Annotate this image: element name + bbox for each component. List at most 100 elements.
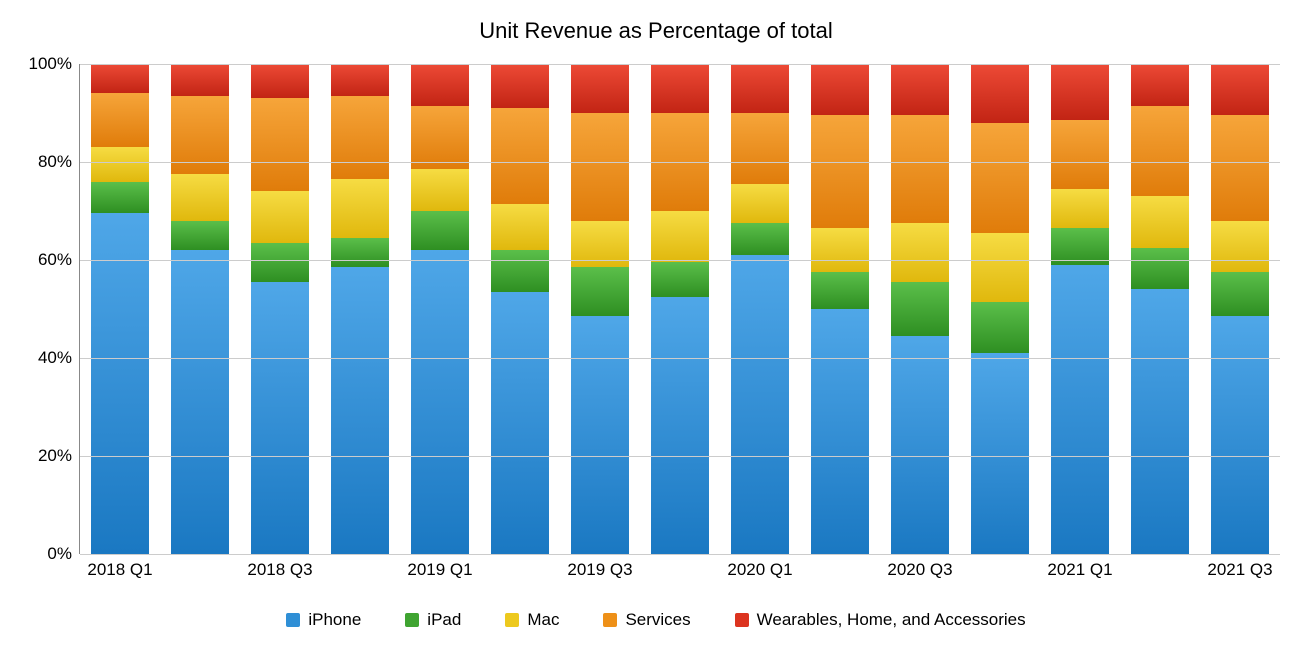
bar-segment xyxy=(971,123,1029,233)
bar-segment xyxy=(411,169,469,211)
legend: iPhone iPad Mac Services Wearables, Home, an… xyxy=(0,610,1312,630)
bar-segment xyxy=(1211,64,1269,115)
chart-container: Unit Revenue as Percentage of total 0%20… xyxy=(0,0,1312,655)
bar xyxy=(491,64,549,554)
bar-slot xyxy=(960,64,1040,554)
x-tick-label: 2019 Q1 xyxy=(407,554,472,580)
bar-segment xyxy=(1051,189,1109,228)
legend-item: iPhone xyxy=(286,610,361,630)
bar xyxy=(651,64,709,554)
bar-segment xyxy=(171,64,229,96)
bar-slot xyxy=(800,64,880,554)
grid-line xyxy=(80,260,1280,261)
bar xyxy=(811,64,869,554)
legend-item: Mac xyxy=(505,610,559,630)
bar-segment xyxy=(91,182,149,214)
bar-segment xyxy=(811,115,869,228)
bar-segment xyxy=(1131,289,1189,554)
bar-segment xyxy=(1211,316,1269,554)
bar-segment xyxy=(1051,265,1109,554)
bar-segment xyxy=(811,309,869,554)
bars-layer xyxy=(80,64,1280,554)
bar-slot xyxy=(560,64,640,554)
bar-segment xyxy=(891,336,949,554)
legend-item: iPad xyxy=(405,610,461,630)
bar-segment xyxy=(411,64,469,106)
bar-segment xyxy=(491,108,549,204)
x-tick-label: 2020 Q3 xyxy=(887,554,952,580)
bar-segment xyxy=(91,93,149,147)
bar-segment xyxy=(731,184,789,223)
bar-segment xyxy=(251,98,309,191)
bar-slot xyxy=(240,64,320,554)
legend-swatch xyxy=(735,613,749,627)
bar-segment xyxy=(971,233,1029,302)
bar xyxy=(331,64,389,554)
bar-segment xyxy=(1211,221,1269,272)
bar-segment xyxy=(891,64,949,115)
bar-segment xyxy=(971,353,1029,554)
bar-segment xyxy=(651,262,709,296)
x-tick-label: 2018 Q1 xyxy=(87,554,152,580)
bar-segment xyxy=(1131,64,1189,106)
legend-swatch xyxy=(405,613,419,627)
bar xyxy=(91,64,149,554)
bar xyxy=(891,64,949,554)
bar-segment xyxy=(491,204,549,251)
bar-segment xyxy=(811,228,869,272)
bar xyxy=(1051,64,1109,554)
bar-slot xyxy=(1040,64,1120,554)
bar-segment xyxy=(1131,248,1189,290)
bar-slot xyxy=(1200,64,1280,554)
bar-segment xyxy=(251,282,309,554)
y-tick-label: 20% xyxy=(38,446,80,466)
bar-segment xyxy=(651,64,709,113)
bar-segment xyxy=(1131,106,1189,197)
bar-slot xyxy=(1120,64,1200,554)
bar-segment xyxy=(891,223,949,282)
bar-segment xyxy=(571,64,629,113)
x-tick-label: 2020 Q1 xyxy=(727,554,792,580)
y-tick-label: 0% xyxy=(47,544,80,564)
bar xyxy=(411,64,469,554)
bar-segment xyxy=(731,223,789,255)
bar-segment xyxy=(91,147,149,181)
bar xyxy=(731,64,789,554)
bar-slot xyxy=(160,64,240,554)
bar-segment xyxy=(1051,120,1109,189)
bar-slot xyxy=(880,64,960,554)
bar-segment xyxy=(811,64,869,115)
bar-segment xyxy=(251,191,309,242)
bar-segment xyxy=(411,106,469,170)
bar-segment xyxy=(491,292,549,554)
legend-item: Services xyxy=(603,610,690,630)
bar-segment xyxy=(1131,196,1189,247)
bar-segment xyxy=(571,316,629,554)
bar-segment xyxy=(331,238,389,267)
bar-segment xyxy=(91,213,149,554)
bar-segment xyxy=(331,96,389,179)
bar-slot xyxy=(80,64,160,554)
bar-segment xyxy=(811,272,869,309)
bar-segment xyxy=(971,64,1029,123)
bar-segment xyxy=(571,267,629,316)
grid-line xyxy=(80,358,1280,359)
legend-label: iPhone xyxy=(308,610,361,630)
bar-segment xyxy=(331,267,389,554)
bar-segment xyxy=(171,250,229,554)
legend-label: Wearables, Home, and Accessories xyxy=(757,610,1026,630)
bar-segment xyxy=(651,297,709,554)
y-tick-label: 60% xyxy=(38,250,80,270)
legend-label: Services xyxy=(625,610,690,630)
bar xyxy=(571,64,629,554)
x-tick-label: 2019 Q3 xyxy=(567,554,632,580)
legend-label: Mac xyxy=(527,610,559,630)
bar-segment xyxy=(251,243,309,282)
legend-swatch xyxy=(505,613,519,627)
bar-segment xyxy=(171,221,229,250)
legend-item: Wearables, Home, and Accessories xyxy=(735,610,1026,630)
bar xyxy=(971,64,1029,554)
bar-segment xyxy=(171,174,229,221)
bar-segment xyxy=(251,64,309,98)
bar-segment xyxy=(331,179,389,238)
